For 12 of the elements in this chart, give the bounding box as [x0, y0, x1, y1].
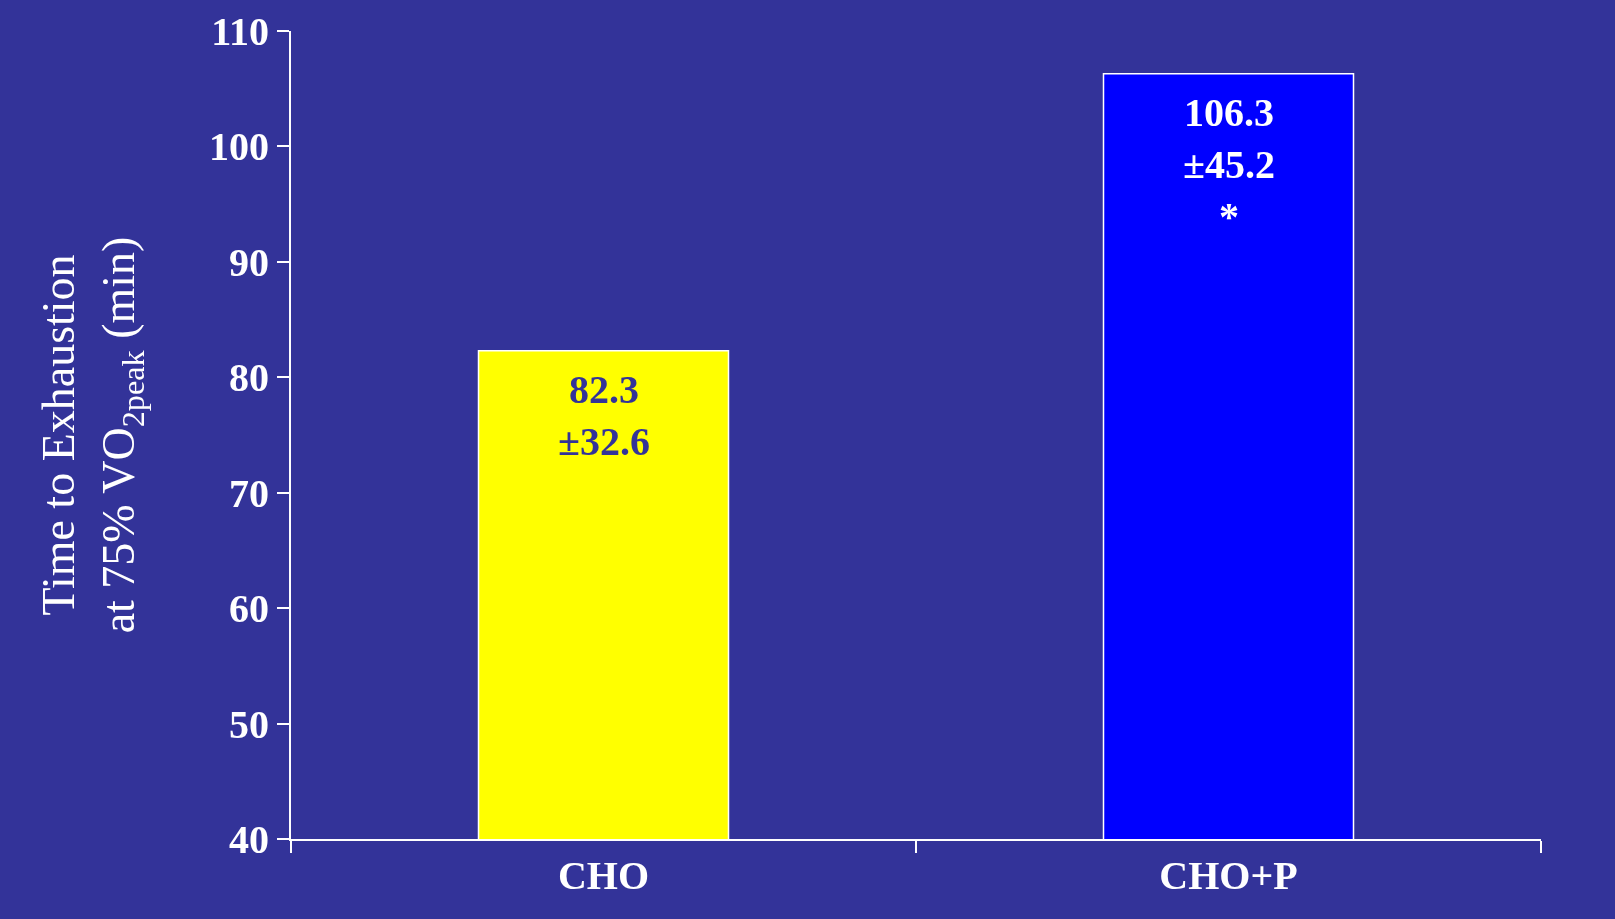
y-tick-label: 70 — [229, 470, 269, 516]
y-tick-label: 80 — [229, 355, 269, 401]
y-tick-label: 50 — [229, 701, 269, 747]
y-tick-label: 40 — [229, 817, 269, 862]
x-tick-label: CHO — [557, 853, 650, 898]
data-label: 82.3 ±32.6 — [558, 367, 650, 464]
x-tick-label: CHO+P — [1159, 853, 1298, 898]
y-tick-label: 90 — [229, 239, 269, 285]
y-tick-label: 60 — [229, 586, 269, 632]
y-tick-label: 110 — [211, 9, 269, 54]
y-tick-label: 100 — [209, 124, 269, 170]
data-label: 106.3 ±45.2 * — [1183, 90, 1275, 239]
